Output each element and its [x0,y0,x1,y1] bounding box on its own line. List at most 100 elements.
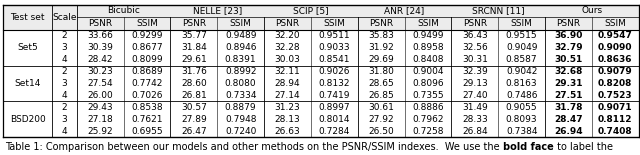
Text: 32.11: 32.11 [275,67,300,76]
Text: 0.8958: 0.8958 [412,43,444,52]
Text: 30.31: 30.31 [462,55,488,64]
Text: 28.13: 28.13 [275,115,300,124]
Text: 26.85: 26.85 [368,91,394,100]
Text: 26.50: 26.50 [368,127,394,136]
Text: 0.8992: 0.8992 [225,67,257,76]
Text: BSD200: BSD200 [10,115,45,124]
Text: SSIM: SSIM [230,19,252,28]
Text: 26.84: 26.84 [462,127,488,136]
Text: 0.9071: 0.9071 [598,103,632,112]
Text: PSNR: PSNR [182,19,206,28]
Text: 0.7284: 0.7284 [319,127,350,136]
Text: 32.28: 32.28 [275,43,300,52]
Text: 28.60: 28.60 [181,79,207,88]
Text: 3: 3 [61,115,67,124]
Text: 27.40: 27.40 [462,91,488,100]
Text: 31.84: 31.84 [181,43,207,52]
Text: 31.92: 31.92 [368,43,394,52]
Text: 0.6955: 0.6955 [131,127,163,136]
Text: 28.42: 28.42 [88,55,113,64]
Text: 0.9511: 0.9511 [319,31,350,40]
Text: 27.18: 27.18 [87,115,113,124]
Text: 29.31: 29.31 [554,79,582,88]
Text: 0.8408: 0.8408 [412,55,444,64]
Text: 32.79: 32.79 [554,43,583,52]
Text: 30.61: 30.61 [368,103,394,112]
Text: 26.63: 26.63 [275,127,300,136]
Bar [3,5,639,30]
Text: 0.8099: 0.8099 [131,55,163,64]
Text: 35.77: 35.77 [181,31,207,40]
Text: 26.81: 26.81 [181,91,207,100]
Text: 0.7962: 0.7962 [412,115,444,124]
Text: 27.14: 27.14 [275,91,300,100]
Text: 29.69: 29.69 [368,55,394,64]
Text: 3: 3 [61,79,67,88]
Text: 0.7486: 0.7486 [506,91,538,100]
Text: 0.8677: 0.8677 [131,43,163,52]
Text: 0.8080: 0.8080 [225,79,257,88]
Text: 27.54: 27.54 [87,79,113,88]
Text: 28.65: 28.65 [368,79,394,88]
Text: 31.76: 31.76 [181,67,207,76]
Text: 0.8132: 0.8132 [319,79,350,88]
Text: 26.47: 26.47 [181,127,207,136]
Text: 0.9090: 0.9090 [598,43,632,52]
Text: 2: 2 [61,31,67,40]
Text: 0.9049: 0.9049 [506,43,538,52]
Text: 28.33: 28.33 [462,115,488,124]
Text: PSNR: PSNR [88,19,112,28]
Text: 0.7334: 0.7334 [225,91,257,100]
Text: Ours: Ours [581,7,602,16]
Text: PSNR: PSNR [463,19,487,28]
Text: 27.51: 27.51 [554,91,582,100]
Text: SRCNN [11]: SRCNN [11] [472,7,525,16]
Text: 0.9547: 0.9547 [598,31,633,40]
Text: 0.7026: 0.7026 [131,91,163,100]
Text: 32.39: 32.39 [462,67,488,76]
Text: 31.78: 31.78 [554,103,582,112]
Text: 0.8014: 0.8014 [319,115,350,124]
Text: 27.92: 27.92 [368,115,394,124]
Text: 0.7419: 0.7419 [319,91,350,100]
Text: 0.8689: 0.8689 [131,67,163,76]
Text: 4: 4 [61,91,67,100]
Text: 32.68: 32.68 [554,67,582,76]
Text: 25.92: 25.92 [87,127,113,136]
Text: Bicubic: Bicubic [107,7,140,16]
Text: 0.8636: 0.8636 [598,55,632,64]
Text: 32.20: 32.20 [275,31,300,40]
Text: 0.9055: 0.9055 [506,103,538,112]
Text: 0.8541: 0.8541 [319,55,350,64]
Text: 30.57: 30.57 [181,103,207,112]
Text: PSNR: PSNR [556,19,580,28]
Text: 0.8096: 0.8096 [412,79,444,88]
Text: 0.9299: 0.9299 [131,31,163,40]
Text: 31.49: 31.49 [462,103,488,112]
Text: PSNR: PSNR [369,19,393,28]
Text: 0.8208: 0.8208 [598,79,632,88]
Text: Table 1: Comparison between our models and other methods on the PSNR/SSIM indexe: Table 1: Comparison between our models a… [5,142,503,152]
Text: SSIM: SSIM [323,19,345,28]
Text: 0.9042: 0.9042 [506,67,538,76]
Text: 0.8163: 0.8163 [506,79,538,88]
Text: 0.8946: 0.8946 [225,43,257,52]
Text: NELLE [23]: NELLE [23] [193,7,242,16]
Text: Set14: Set14 [15,79,41,88]
Text: 29.13: 29.13 [462,79,488,88]
Text: 36.43: 36.43 [462,31,488,40]
Text: 29.43: 29.43 [87,103,113,112]
Text: 0.7621: 0.7621 [131,115,163,124]
Text: Scale: Scale [52,13,77,22]
Text: 0.9004: 0.9004 [412,67,444,76]
Text: 2: 2 [61,67,67,76]
Text: 32.56: 32.56 [462,43,488,52]
Text: 26.00: 26.00 [87,91,113,100]
Text: 0.8997: 0.8997 [319,103,350,112]
Text: SSIM: SSIM [136,19,158,28]
Text: Test set: Test set [10,13,45,22]
Text: 33.66: 33.66 [87,31,113,40]
Text: 2: 2 [61,103,67,112]
Text: 0.9489: 0.9489 [225,31,257,40]
Text: ANR [24]: ANR [24] [385,7,425,16]
